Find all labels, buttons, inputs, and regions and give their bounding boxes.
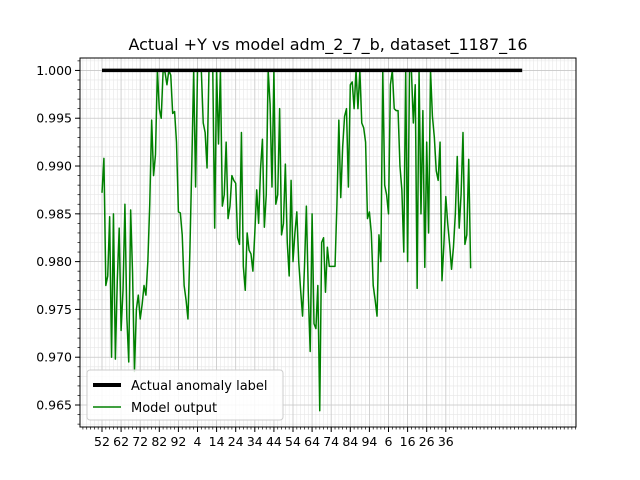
x-tick-label: 84 <box>342 434 358 449</box>
axis-ticks: 52 62 72 82 92 4 14 24 34 44 54 64 74 84 94 6 16 26 36 0.96… <box>36 60 577 449</box>
x-tick-label: 36 <box>438 434 454 449</box>
x-tick-label: 62 <box>113 434 129 449</box>
x-tick-label: 52 <box>94 434 110 449</box>
x-tick-label: 34 <box>247 434 263 449</box>
x-tick-label: 82 <box>151 434 167 449</box>
x-tick-label: 4 <box>194 434 202 449</box>
legend-label-model: Model output <box>131 401 217 416</box>
chart-title: Actual +Y vs model adm_2_7_b, dataset_11… <box>128 35 527 55</box>
x-tick-label: 94 <box>361 434 377 449</box>
y-tick-label: 0.985 <box>36 206 72 221</box>
y-tick-label: 0.995 <box>36 111 72 126</box>
major-grid <box>80 58 576 427</box>
legend: Actual anomaly label Model output <box>86 369 284 421</box>
legend-box <box>86 369 284 421</box>
y-tick-label: 0.965 <box>36 398 72 413</box>
x-tick-label: 54 <box>285 434 301 449</box>
x-tick-label: 74 <box>323 434 339 449</box>
x-tick-label: 44 <box>266 434 282 449</box>
x-tick-label: 72 <box>132 434 148 449</box>
y-tick-label: 0.980 <box>36 254 72 269</box>
y-tick-label: 0.990 <box>36 159 72 174</box>
x-tick-label: 26 <box>419 434 435 449</box>
x-tick-label: 64 <box>304 434 320 449</box>
y-tick-label: 1.000 <box>36 63 72 78</box>
series-layer <box>101 68 523 412</box>
x-tick-label: 6 <box>385 434 393 449</box>
y-tick-label: 0.970 <box>36 350 72 365</box>
legend-label-actual: Actual anomaly label <box>131 379 268 394</box>
x-tick-label: 16 <box>400 434 416 449</box>
y-tick-label: 0.975 <box>36 302 72 317</box>
x-tick-label: 14 <box>209 434 225 449</box>
x-tick-label: 24 <box>228 434 244 449</box>
x-tick-label: 92 <box>170 434 186 449</box>
